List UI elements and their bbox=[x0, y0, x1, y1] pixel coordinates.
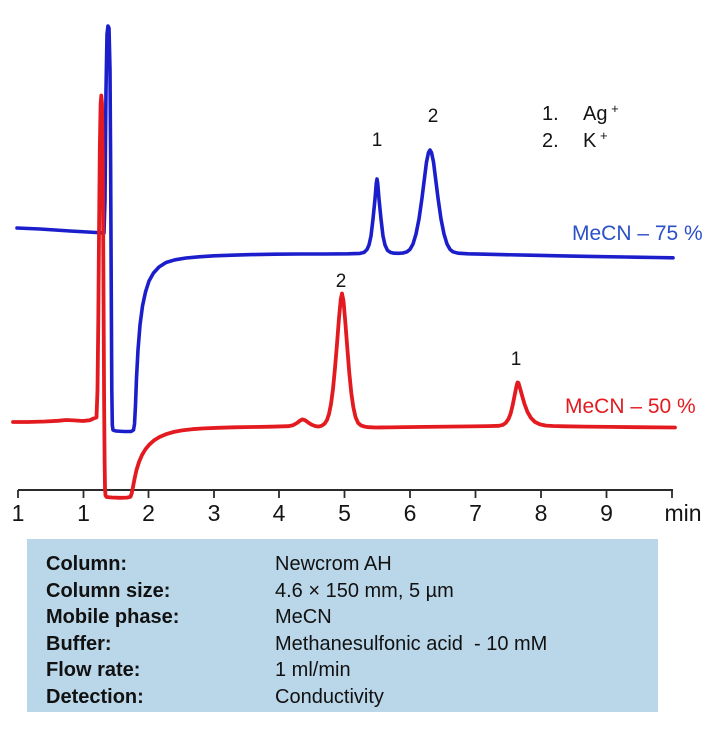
condition-value: Conductivity bbox=[275, 685, 384, 708]
condition-value: MeCN bbox=[275, 606, 332, 629]
axis-tick-label: 1 bbox=[12, 500, 25, 526]
trace-mecn-75 bbox=[15, 24, 675, 434]
axis-tick-label: 8 bbox=[535, 500, 548, 526]
condition-row: Detection: Conductivity bbox=[46, 684, 648, 711]
condition-label: Flow rate: bbox=[46, 659, 141, 682]
blue-peak2-label: 2 bbox=[428, 106, 439, 127]
condition-row: Buffer: Methanesulfonic acid - 10 mM bbox=[46, 631, 648, 658]
axis-tick-label: 6 bbox=[404, 500, 417, 526]
condition-row: Column size: 4.6 × 150 mm, 5 µm bbox=[46, 578, 648, 605]
blue-peak1-label: 1 bbox=[372, 130, 383, 151]
condition-label: Column size: bbox=[46, 579, 171, 602]
condition-row: Mobile phase: MeCN bbox=[46, 604, 648, 631]
axis-tick-label: min bbox=[664, 500, 701, 526]
legend-item: 2. K + bbox=[542, 128, 608, 152]
series-label-mecn-75: MeCN – 75 % bbox=[572, 222, 703, 245]
axis-tick-label: 5 bbox=[338, 500, 351, 526]
condition-row: Column: Newcrom AH bbox=[46, 551, 648, 578]
condition-value: 1 ml/min bbox=[275, 659, 351, 682]
condition-value: Newcrom AH bbox=[275, 553, 392, 575]
conditions-box: Column: Newcrom AH Column size: 4.6 × 15… bbox=[27, 539, 658, 712]
axis-tick-label: 1 bbox=[77, 500, 90, 526]
condition-value: 4.6 × 150 mm, 5 µm bbox=[275, 579, 454, 602]
condition-label: Mobile phase: bbox=[46, 606, 180, 629]
trace-mecn-50 bbox=[11, 93, 677, 500]
red-peak1-label: 1 bbox=[511, 349, 522, 370]
series-label-mecn-50: MeCN – 50 % bbox=[565, 395, 696, 418]
condition-value: Methanesulfonic acid - 10 mM bbox=[275, 632, 548, 655]
axis-tick-label: 4 bbox=[273, 500, 286, 526]
legend-item: 1. Ag + bbox=[542, 101, 619, 125]
chromatogram-plot: 1 1 2 3 4 5 6 7 8 9 min 1 2 2 1 MeCN – 75 % MeCN – 50 % 1… bbox=[11, 24, 703, 526]
condition-label: Column: bbox=[46, 553, 128, 575]
condition-label: Buffer: bbox=[46, 632, 112, 655]
axis-tick-label: 2 bbox=[142, 500, 155, 526]
axis-tick-label: 7 bbox=[469, 500, 482, 526]
condition-label: Detection: bbox=[46, 685, 144, 708]
condition-row: Flow rate: 1 ml/min bbox=[46, 657, 648, 684]
axis-tick-label: 3 bbox=[208, 500, 221, 526]
axis-tick-label: 9 bbox=[600, 500, 613, 526]
red-peak2-label: 2 bbox=[336, 271, 347, 292]
